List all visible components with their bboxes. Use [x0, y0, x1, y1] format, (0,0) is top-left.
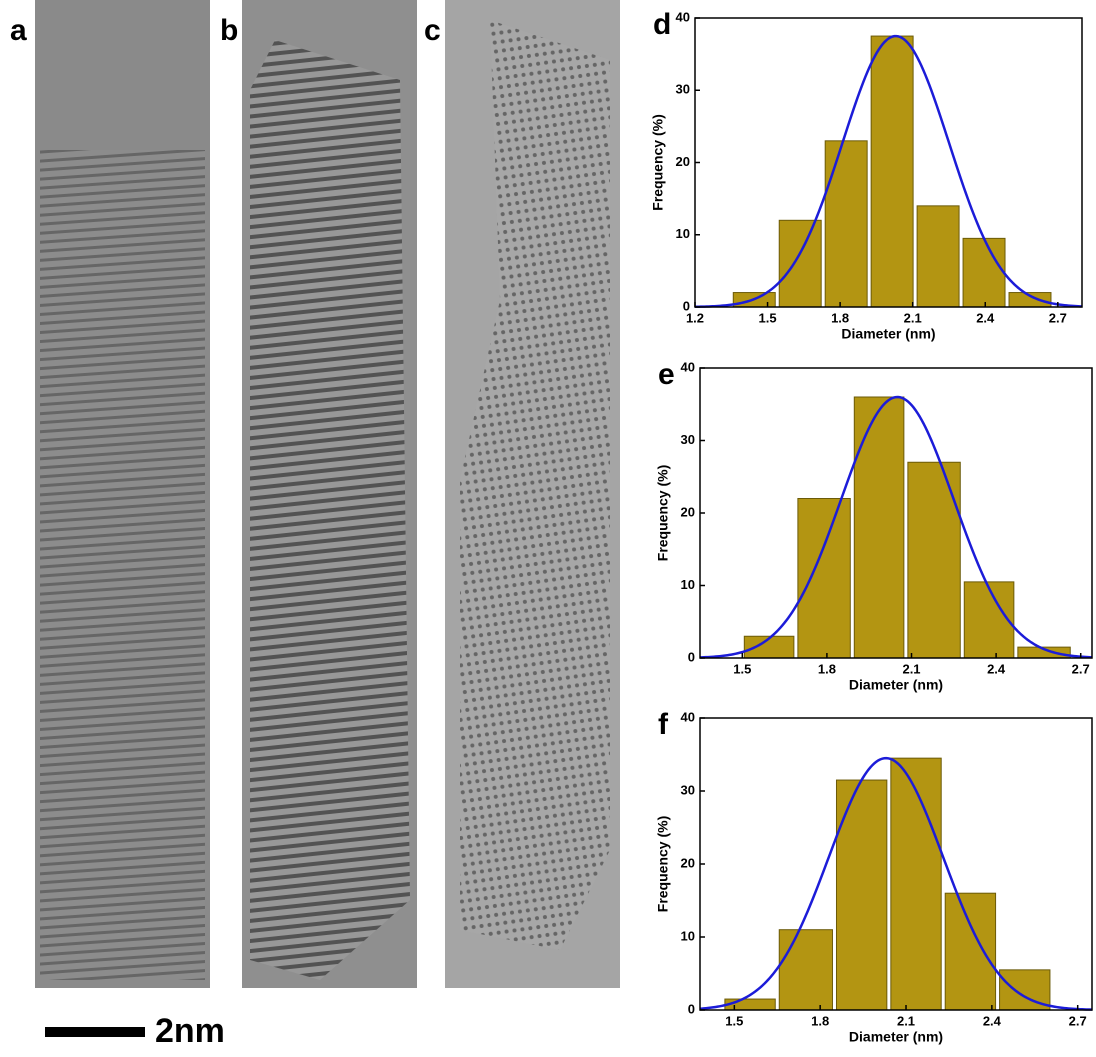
tem-image [445, 0, 620, 988]
x-tick-label: 1.5 [759, 310, 777, 325]
x-tick-label: 1.8 [818, 661, 836, 676]
panel-label: b [220, 14, 238, 47]
x-tick-label: 2.4 [987, 661, 1006, 676]
x-tick-label: 2.7 [1049, 310, 1067, 325]
panel-label: e [658, 358, 675, 391]
x-axis-label: Diameter (nm) [849, 1029, 943, 1045]
bar [962, 237, 1006, 308]
y-axis-label: Frequency (%) [655, 816, 671, 912]
x-tick-label: 2.1 [902, 661, 920, 676]
x-tick-label: 2.7 [1069, 1013, 1087, 1028]
x-axis-label: Diameter (nm) [849, 677, 943, 693]
bar [853, 396, 905, 659]
bar [944, 892, 997, 1011]
y-tick-label: 10 [676, 226, 690, 241]
y-tick-label: 40 [681, 709, 695, 724]
y-axis-label: Frequency (%) [650, 114, 666, 210]
bar [778, 219, 822, 308]
x-tick-label: 1.8 [811, 1013, 829, 1028]
bar [916, 205, 960, 308]
tem-image [242, 0, 417, 988]
scale-bar [45, 1027, 145, 1037]
y-tick-label: 0 [688, 1001, 695, 1016]
fit-curve [699, 756, 1093, 1011]
y-tick-label: 0 [683, 298, 690, 313]
x-tick-label: 1.5 [733, 661, 751, 676]
y-tick-label: 30 [681, 782, 695, 797]
bar [724, 998, 776, 1011]
y-tick-label: 40 [676, 9, 690, 24]
x-tick-label: 2.4 [983, 1013, 1002, 1028]
x-tick-label: 2.4 [976, 310, 995, 325]
y-tick-label: 0 [688, 649, 695, 664]
y-tick-label: 20 [681, 855, 695, 870]
x-tick-label: 1.5 [725, 1013, 743, 1028]
bar [824, 140, 868, 308]
panel-label: a [10, 14, 27, 47]
x-axis-label: Diameter (nm) [841, 326, 935, 342]
x-tick-label: 2.1 [897, 1013, 915, 1028]
y-tick-label: 10 [681, 577, 695, 592]
bar [907, 461, 961, 659]
scale-bar-label: 2nm [155, 1012, 225, 1050]
bar [778, 929, 833, 1011]
panel-label: d [653, 8, 671, 41]
y-tick-label: 30 [681, 432, 695, 447]
bar [870, 35, 914, 308]
panel-label: c [424, 14, 441, 47]
tem-image [35, 0, 210, 988]
bar [890, 757, 942, 1011]
x-tick-label: 2.1 [904, 310, 922, 325]
y-tick-label: 10 [681, 928, 695, 943]
bar [963, 581, 1015, 659]
fit-curve [694, 34, 1083, 309]
fit-curve [699, 395, 1093, 659]
panel-label: f [658, 708, 669, 741]
x-tick-label: 1.2 [686, 310, 704, 325]
y-tick-label: 20 [676, 154, 690, 169]
y-tick-label: 20 [681, 504, 695, 519]
x-tick-label: 1.8 [831, 310, 849, 325]
x-tick-label: 2.7 [1072, 661, 1090, 676]
bar [797, 498, 851, 659]
y-tick-label: 40 [681, 359, 695, 374]
y-tick-label: 30 [676, 82, 690, 97]
y-axis-label: Frequency (%) [655, 465, 671, 561]
